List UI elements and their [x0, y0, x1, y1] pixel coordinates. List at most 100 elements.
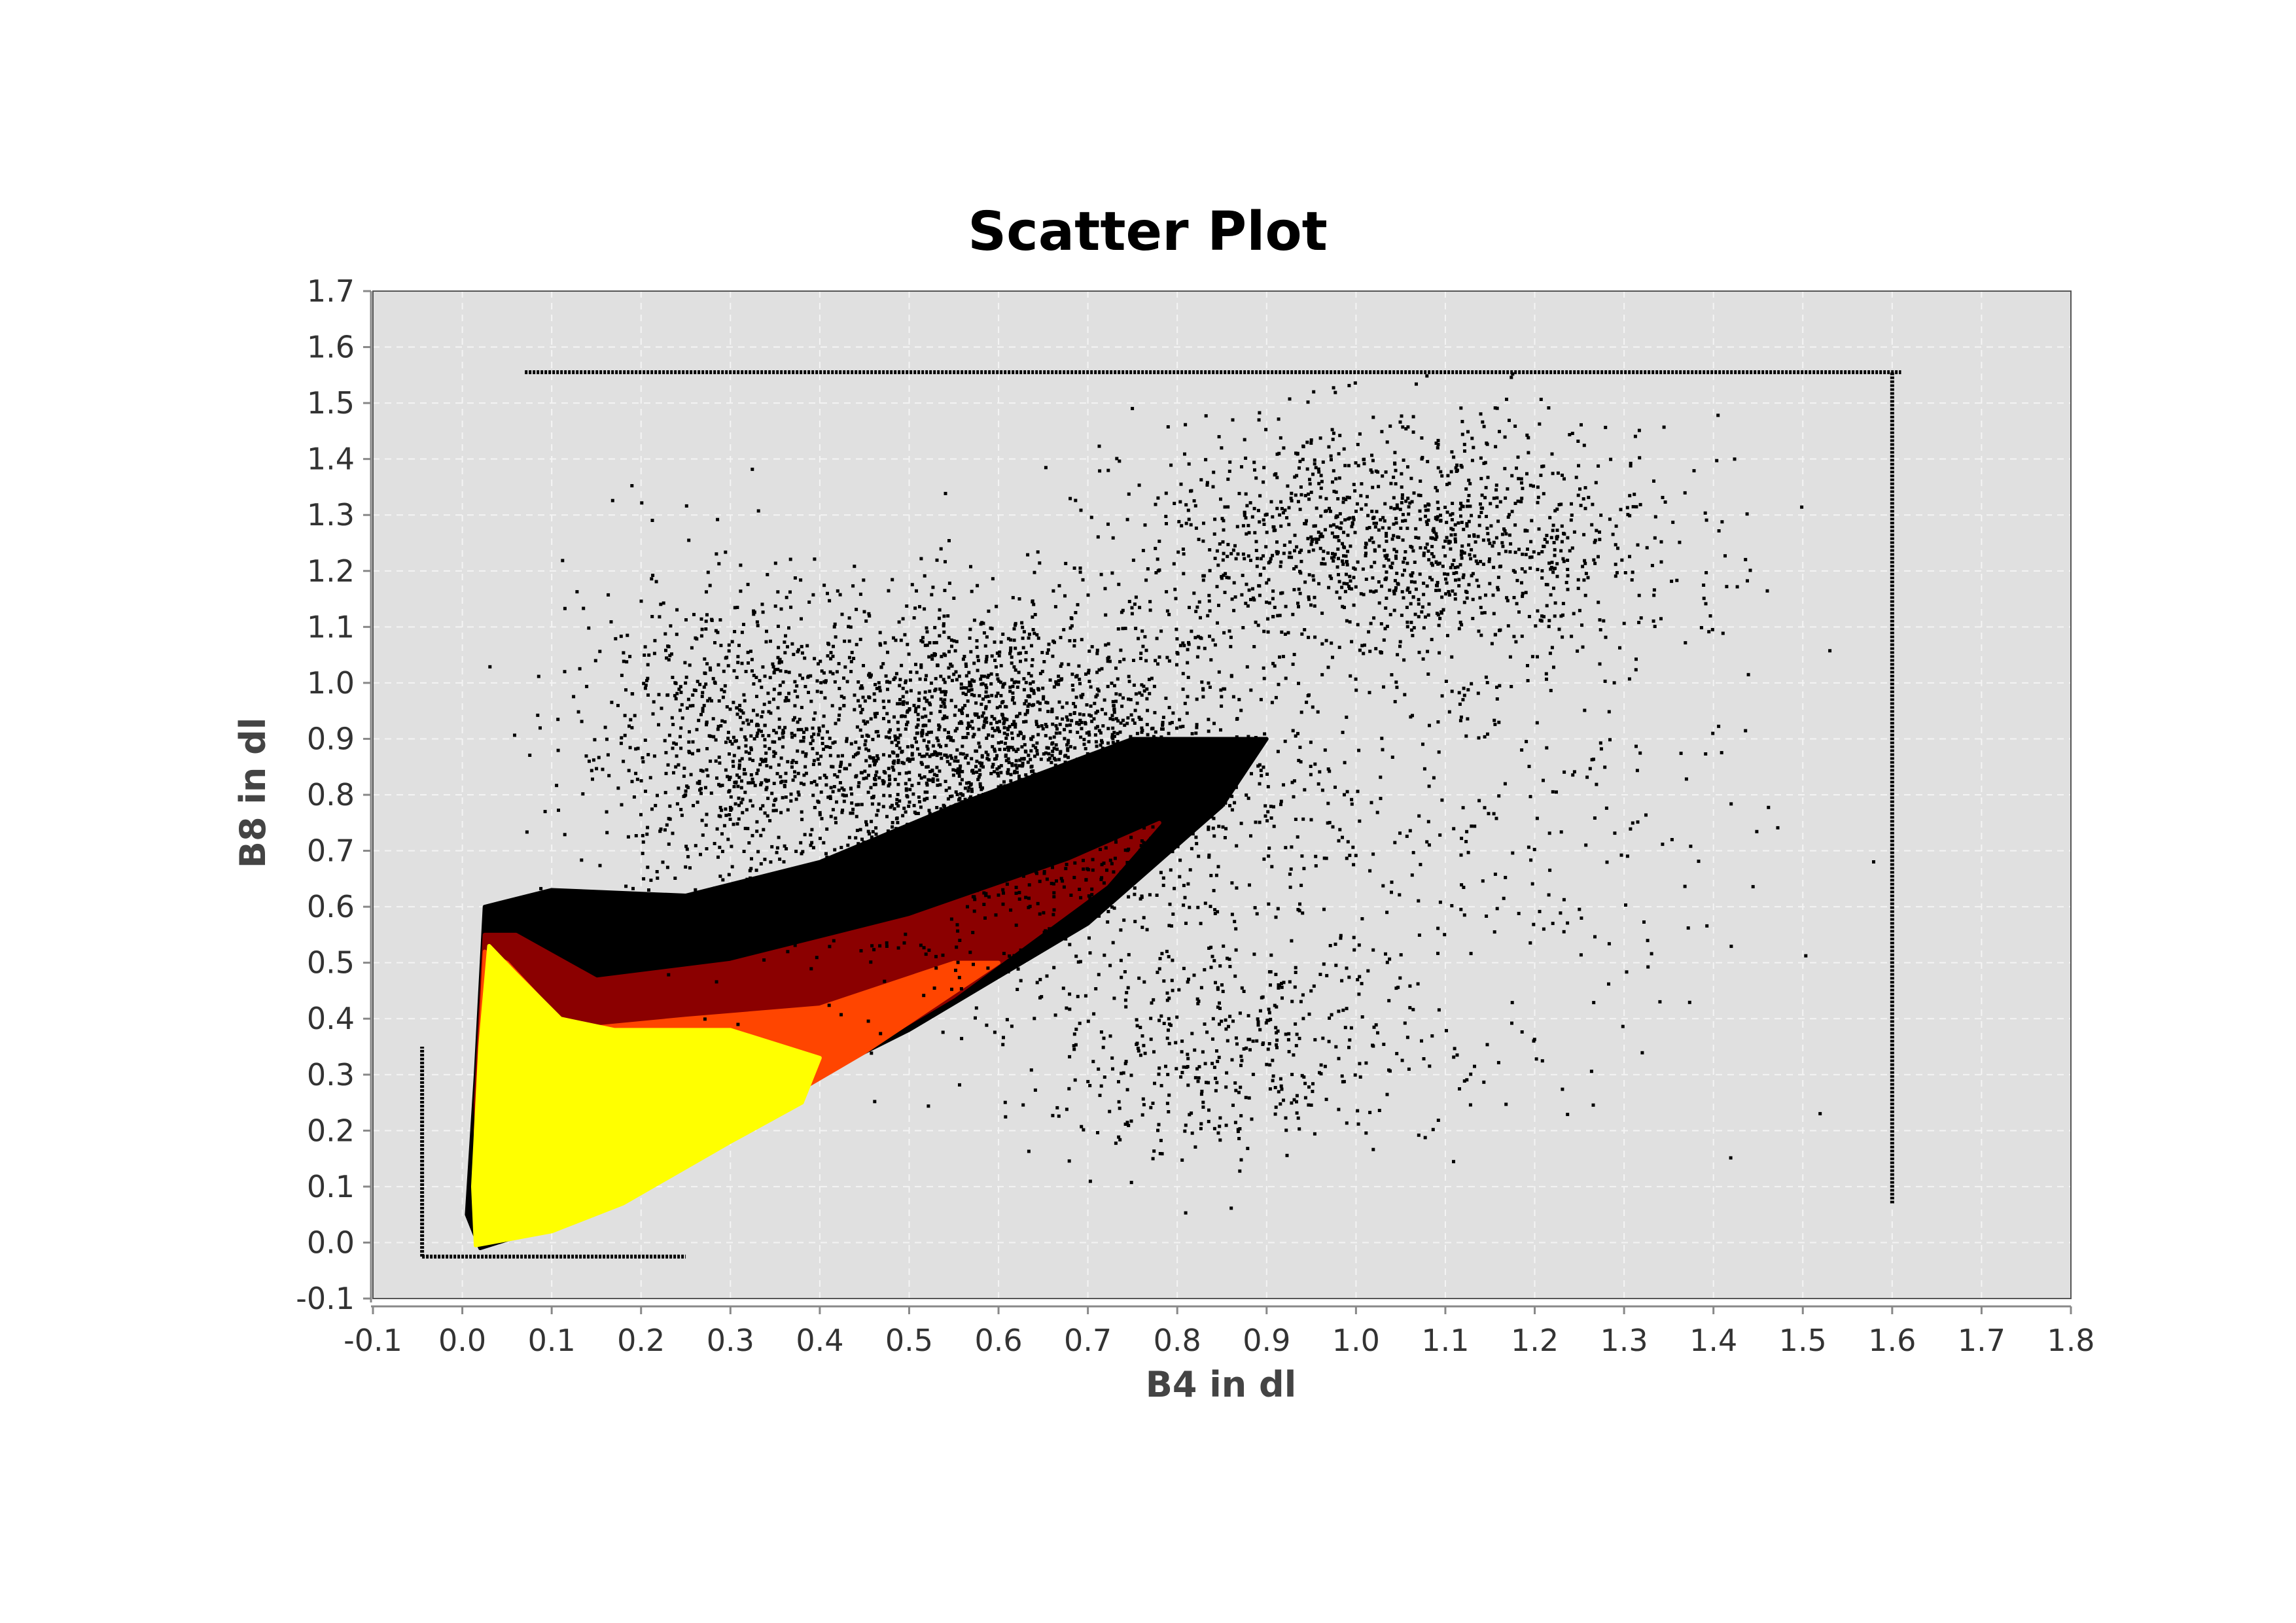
scatter-point: [1031, 680, 1035, 684]
scatter-point: [1434, 532, 1438, 536]
scatter-point: [1271, 553, 1275, 557]
scatter-point: [1439, 470, 1443, 474]
scatter-point: [1029, 955, 1033, 959]
scatter-point: [1037, 849, 1041, 853]
scatter-point: [1517, 548, 1521, 551]
scatter-point: [1351, 845, 1355, 849]
scatter-point: [1309, 542, 1313, 546]
scatter-point: [951, 866, 955, 870]
scatter-point: [978, 694, 981, 698]
scatter-point: [953, 846, 957, 850]
scatter-point: [817, 726, 821, 730]
scatter-point: [1434, 589, 1438, 593]
scatter-point: [790, 731, 794, 735]
scatter-point: [1580, 423, 1583, 427]
scatter-point: [1219, 688, 1223, 692]
scatter-point: [582, 606, 586, 610]
scatter-point: [1076, 814, 1080, 818]
scatter-point: [941, 860, 944, 864]
scatter-point: [908, 758, 912, 761]
scatter-point: [1199, 922, 1203, 926]
scatter-point: [858, 828, 862, 831]
scatter-point: [1436, 442, 1440, 446]
scatter-point: [768, 746, 771, 750]
scatter-point: [1390, 756, 1394, 759]
scatter-point: [671, 723, 675, 726]
scatter-point: [762, 828, 766, 831]
scatter-point: [1253, 906, 1257, 910]
scatter-point: [1096, 535, 1100, 539]
scatter-point: [1100, 739, 1103, 742]
scatter-point: [1157, 568, 1161, 572]
scatter-point: [1192, 591, 1196, 595]
scatter-point: [1112, 767, 1116, 771]
scatter-point: [928, 812, 932, 816]
scatter-point: [1053, 604, 1057, 608]
scatter-point: [917, 800, 921, 804]
scatter-point: [1526, 548, 1529, 551]
scatter-point: [894, 827, 898, 831]
scatter-point: [1426, 650, 1430, 654]
scatter-point: [1245, 504, 1249, 508]
scatter-point: [885, 941, 889, 945]
scatter-point: [1118, 459, 1122, 463]
scatter-point: [651, 712, 655, 716]
scatter-point: [1129, 698, 1133, 701]
scatter-point: [1614, 574, 1617, 578]
scatter-point: [952, 639, 956, 643]
scatter-point: [1733, 457, 1737, 461]
scatter-point: [1117, 1100, 1121, 1104]
scatter-point: [543, 810, 547, 814]
scatter-point: [1593, 540, 1597, 544]
scatter-point: [1650, 952, 1653, 956]
scatter-point: [1003, 741, 1007, 745]
scatter-point: [1168, 722, 1172, 725]
scatter-point: [836, 754, 840, 758]
scatter-point: [1320, 562, 1324, 566]
scatter-point: [1350, 802, 1354, 806]
scatter-point: [1125, 741, 1129, 744]
scatter-point: [1555, 790, 1558, 794]
scatter-point: [940, 756, 944, 760]
scatter-point: [747, 751, 751, 755]
scatter-point: [1703, 511, 1707, 515]
scatter-point: [1430, 561, 1434, 565]
scatter-point: [1329, 524, 1333, 528]
scatter-point: [1019, 778, 1023, 782]
scatter-point: [671, 831, 675, 835]
scatter-point: [1482, 425, 1486, 428]
scatter-point: [741, 797, 745, 801]
scatter-point: [1190, 629, 1193, 633]
scatter-point: [741, 811, 745, 814]
scatter-point: [710, 618, 714, 622]
scatter-point: [1093, 701, 1097, 705]
scatter-point: [1561, 1087, 1564, 1091]
scatter-point: [1037, 816, 1041, 820]
scatter-point: [711, 717, 715, 721]
scatter-point: [1278, 614, 1282, 618]
scatter-point: [736, 1022, 740, 1026]
scatter-point: [815, 783, 819, 787]
scatter-point: [1474, 559, 1478, 563]
scatter-point: [813, 557, 817, 561]
scatter-point: [700, 695, 704, 699]
scatter-point: [986, 966, 990, 970]
scatter-point: [938, 862, 942, 865]
scatter-point: [691, 693, 695, 697]
scatter-point: [1547, 893, 1551, 897]
scatter-point: [1265, 819, 1269, 823]
scatter-point: [843, 665, 847, 669]
scatter-point: [1133, 722, 1137, 725]
scatter-point: [757, 728, 761, 732]
scatter-point: [1020, 621, 1024, 625]
scatter-point: [688, 663, 692, 667]
scatter-point: [925, 781, 928, 785]
scatter-point: [934, 954, 938, 958]
scatter-point: [1426, 508, 1430, 512]
scatter-point: [804, 771, 808, 775]
scatter-point: [1115, 457, 1119, 461]
scatter-point: [972, 618, 976, 622]
scatter-point: [1203, 646, 1207, 650]
scatter-point: [996, 771, 1000, 775]
scatter-point: [1046, 799, 1050, 803]
